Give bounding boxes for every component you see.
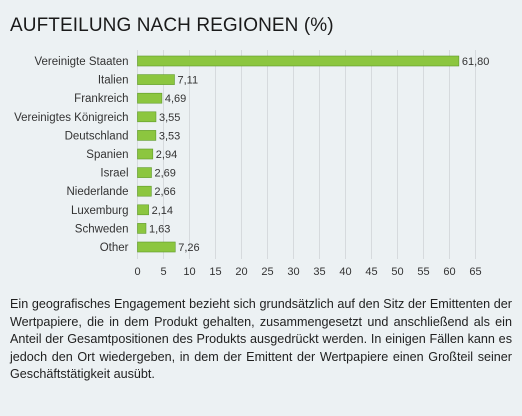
category-label: Other: [100, 242, 129, 254]
category-label: Niederlande: [66, 186, 128, 198]
x-tick-label: 20: [235, 266, 247, 278]
grid-lines: [137, 50, 476, 259]
x-tick-label: 35: [313, 266, 325, 278]
value-label: 1,63: [149, 223, 170, 235]
bar: [137, 223, 147, 234]
x-tick-label: 45: [365, 266, 377, 278]
bar: [137, 185, 152, 197]
value-label: 61,80: [462, 56, 490, 68]
x-tick-label: 65: [469, 266, 481, 278]
x-tick-label: 30: [287, 266, 299, 278]
category-label: Deutschland: [65, 130, 129, 142]
value-label: 2,14: [152, 205, 173, 217]
bars: [137, 55, 460, 253]
bar: [137, 130, 157, 141]
x-tick-label: 0: [134, 266, 140, 278]
x-tick-label: 60: [443, 266, 455, 278]
labels: Vereinigte Staaten 61,80 Italien 7,11 Frankr…: [14, 56, 489, 254]
x-tick-label: 40: [339, 266, 351, 278]
bar: [137, 241, 176, 253]
bar: [137, 74, 175, 85]
bar: [137, 148, 154, 160]
category-label: Vereinigte Staaten: [35, 56, 129, 68]
bar: [137, 111, 157, 123]
value-label: 4,69: [165, 93, 186, 105]
value-label: 2,66: [154, 186, 175, 198]
category-label: Spanien: [86, 149, 128, 161]
category-label: Vereinigtes Königreich: [14, 112, 128, 124]
x-axis-ticks: 0 5 10 15 20 25 30 35 40 45 50 55 60 65: [134, 266, 481, 278]
category-label: Luxemburg: [71, 205, 129, 217]
bar: [137, 55, 460, 67]
category-label: Schweden: [75, 223, 129, 235]
value-label: 2,94: [156, 149, 177, 161]
x-tick-label: 50: [391, 266, 403, 278]
bar: [137, 92, 163, 104]
x-tick-label: 55: [417, 266, 429, 278]
value-label: 7,26: [178, 242, 199, 254]
category-label: Israel: [100, 168, 128, 180]
description-text: Ein geografisches Engagement bezieht sic…: [10, 297, 512, 382]
category-label: Frankreich: [74, 93, 128, 105]
value-label: 7,11: [177, 75, 198, 87]
x-tick-label: 10: [183, 266, 195, 278]
bar: [137, 204, 149, 216]
x-tick-label: 25: [261, 266, 273, 278]
value-label: 2,69: [154, 168, 175, 180]
value-label: 3,55: [159, 112, 180, 124]
bar: [137, 167, 152, 178]
region-bar-chart: Vereinigte Staaten 61,80 Italien 7,11 Frankr…: [14, 50, 489, 278]
chart-title: AUFTEILUNG NACH REGIONEN (%): [10, 15, 334, 36]
x-tick-label: 5: [160, 266, 166, 278]
value-label: 3,53: [159, 130, 180, 142]
category-label: Italien: [98, 75, 129, 87]
x-tick-label: 15: [209, 266, 221, 278]
